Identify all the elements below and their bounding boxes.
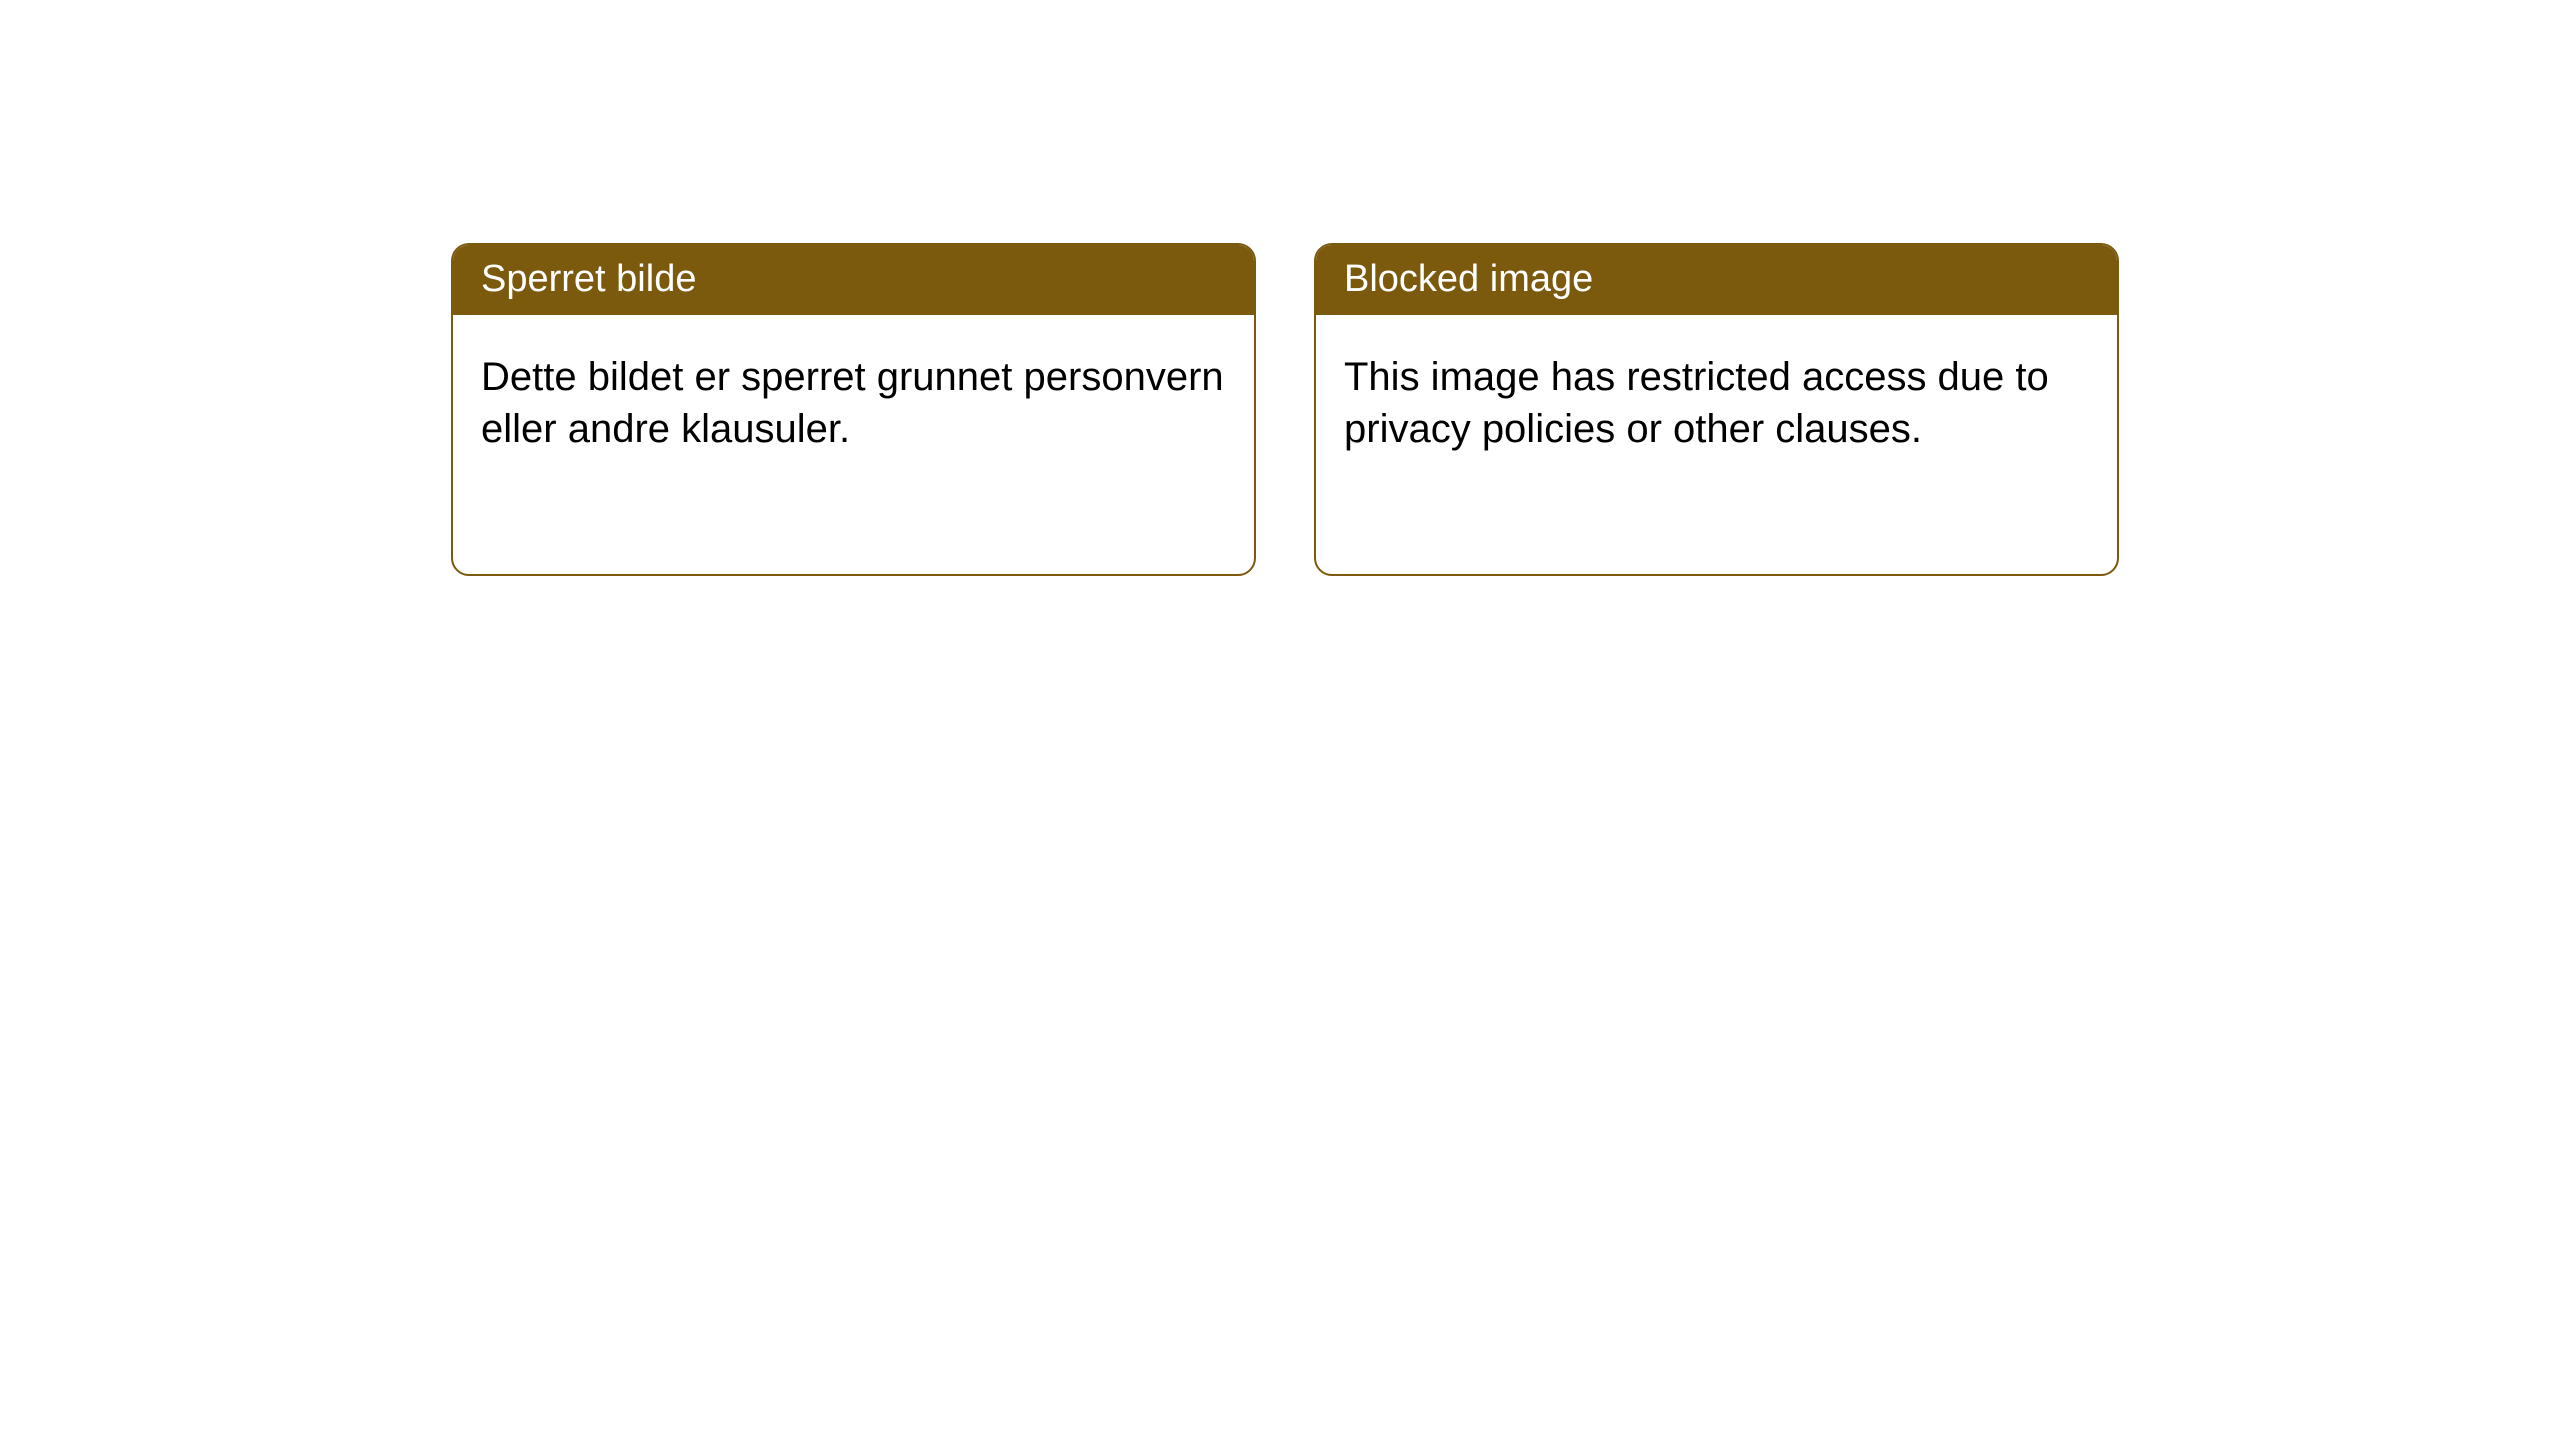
notice-body-norwegian: Dette bildet er sperret grunnet personve…: [453, 315, 1254, 491]
notice-header-norwegian: Sperret bilde: [453, 245, 1254, 315]
notice-header-english: Blocked image: [1316, 245, 2117, 315]
notice-body-english: This image has restricted access due to …: [1316, 315, 2117, 491]
notice-container: Sperret bilde Dette bildet er sperret gr…: [0, 0, 2560, 576]
notice-card-norwegian: Sperret bilde Dette bildet er sperret gr…: [451, 243, 1256, 576]
notice-card-english: Blocked image This image has restricted …: [1314, 243, 2119, 576]
